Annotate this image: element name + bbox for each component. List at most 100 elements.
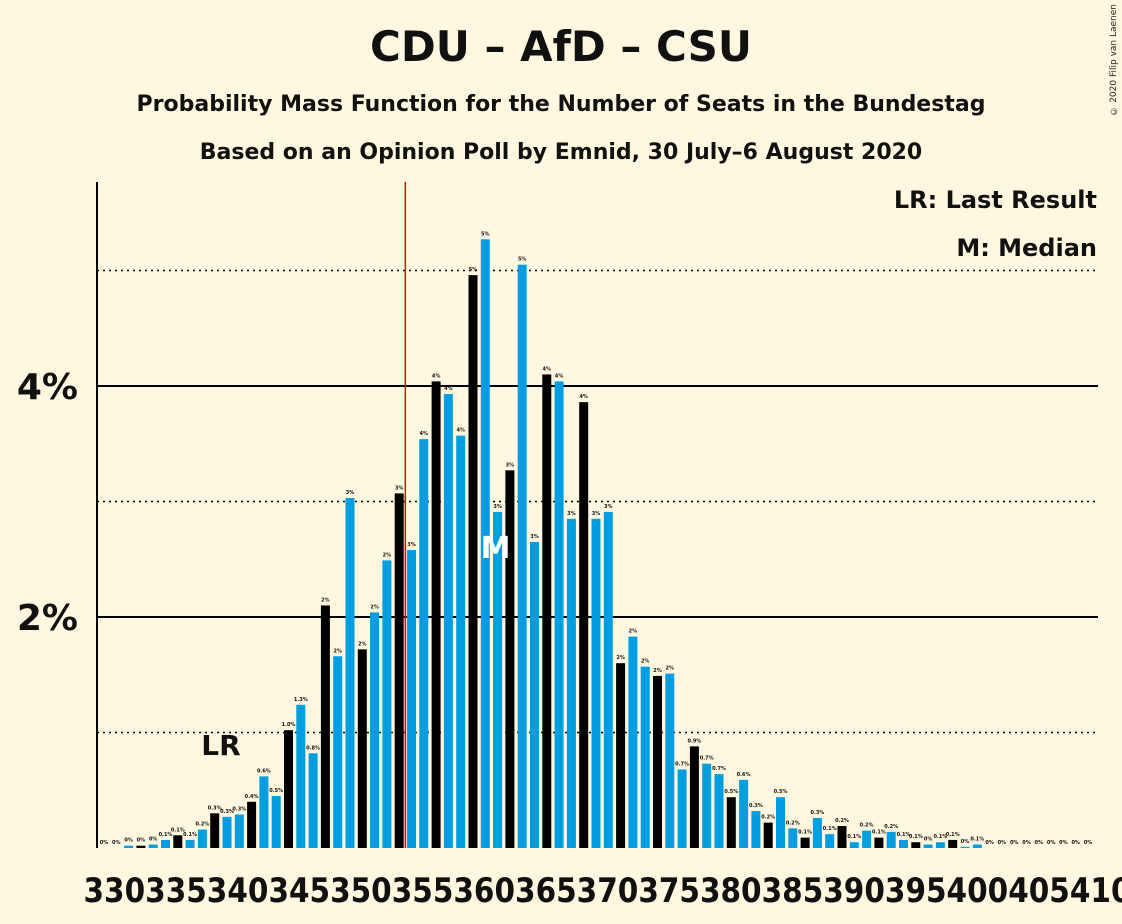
data-label: 5% <box>518 257 527 263</box>
data-label: 2% <box>383 552 392 558</box>
chart-title: CDU – AfD – CSU <box>370 22 752 71</box>
bar <box>837 826 847 848</box>
median-marker: M <box>481 531 511 566</box>
data-label: 0% <box>985 840 994 846</box>
data-label: 0.9% <box>687 738 701 744</box>
data-label: 4% <box>579 394 588 400</box>
data-label: 0% <box>112 840 121 846</box>
data-label: 0.6% <box>737 772 751 778</box>
bar <box>948 839 958 848</box>
data-label: 2% <box>333 648 342 654</box>
data-label: 0.1% <box>823 826 837 832</box>
data-label: 0.1% <box>897 832 911 838</box>
data-label: 0.5% <box>774 789 788 795</box>
bar <box>136 845 146 848</box>
bar <box>419 439 429 848</box>
data-label: 4% <box>456 428 465 434</box>
data-label: 1.3% <box>294 697 308 703</box>
x-tick-labels: 3303353403453503553603653703753803853903… <box>84 871 1122 911</box>
bar <box>739 779 749 848</box>
bar <box>308 753 318 848</box>
bar <box>333 656 343 848</box>
data-label: 2% <box>370 604 379 610</box>
bar <box>616 663 626 848</box>
bar <box>665 673 675 848</box>
bar <box>296 704 306 848</box>
legend-median: M: Median <box>956 234 1097 262</box>
data-label: 0.2% <box>786 820 800 826</box>
bar <box>825 834 835 848</box>
data-label: 0.1% <box>946 832 960 838</box>
data-label: 0.1% <box>183 832 197 838</box>
data-label: 2% <box>629 629 638 635</box>
data-label: 0% <box>961 839 970 845</box>
bar <box>886 831 896 848</box>
data-label: 3% <box>407 542 416 548</box>
data-label: 0.1% <box>798 830 812 836</box>
bar <box>579 402 589 848</box>
data-label: 0.2% <box>835 818 849 824</box>
bar <box>776 797 785 848</box>
bar <box>677 769 687 848</box>
data-label: 0.6% <box>257 768 271 774</box>
bar <box>800 837 810 848</box>
bar <box>566 518 576 848</box>
data-label: 4% <box>444 386 453 392</box>
bar <box>812 817 822 848</box>
bar <box>456 435 466 848</box>
bar <box>972 844 982 848</box>
data-label: 0.2% <box>195 822 209 828</box>
bar <box>284 730 293 848</box>
data-label: 0% <box>1071 840 1080 846</box>
bar <box>788 828 798 848</box>
data-label: 5% <box>481 231 490 237</box>
bar <box>763 822 773 848</box>
data-label: 0% <box>1047 840 1056 846</box>
bar <box>591 518 601 848</box>
data-label: 4% <box>420 431 429 437</box>
data-label: 0.5% <box>269 788 283 794</box>
data-label: 0.2% <box>884 824 898 830</box>
data-label: 0.1% <box>872 830 886 836</box>
bar <box>210 813 220 848</box>
data-label: 2% <box>358 641 367 647</box>
data-label: 0.4% <box>245 794 259 800</box>
bar <box>849 842 859 848</box>
data-label: 2% <box>666 666 675 672</box>
bar <box>640 666 650 848</box>
data-label: 2% <box>616 655 625 661</box>
y-tick-label: 4% <box>17 367 78 408</box>
bar <box>161 839 170 848</box>
data-label: 0% <box>1022 840 1031 846</box>
data-label: 3% <box>506 462 515 468</box>
bar <box>431 381 441 848</box>
bar <box>247 801 257 848</box>
legend-last-result: LR: Last Result <box>893 186 1097 214</box>
data-label: 0.8% <box>306 745 320 751</box>
bar <box>628 636 638 848</box>
bar <box>173 835 183 848</box>
bar <box>382 560 392 848</box>
bar <box>935 842 945 848</box>
data-label: 0.2% <box>761 815 775 821</box>
data-label: 4% <box>432 373 441 379</box>
data-label: 0.1% <box>933 834 947 840</box>
data-label: 0% <box>1010 840 1019 846</box>
bar <box>357 649 367 848</box>
data-label: 0.7% <box>675 761 689 767</box>
bar <box>960 846 970 848</box>
bar <box>517 264 527 849</box>
data-label: 0% <box>100 840 109 846</box>
bar <box>370 612 380 848</box>
bar <box>407 550 416 848</box>
data-label: 0% <box>998 840 1007 846</box>
bar <box>653 675 662 848</box>
data-label: 0% <box>149 837 158 843</box>
data-label: 5% <box>469 267 478 273</box>
bar <box>751 811 761 848</box>
data-label: 0.1% <box>159 832 173 838</box>
data-label: 3% <box>604 504 613 510</box>
data-label: 0.3% <box>810 810 824 816</box>
data-label: 0.5% <box>724 789 738 795</box>
